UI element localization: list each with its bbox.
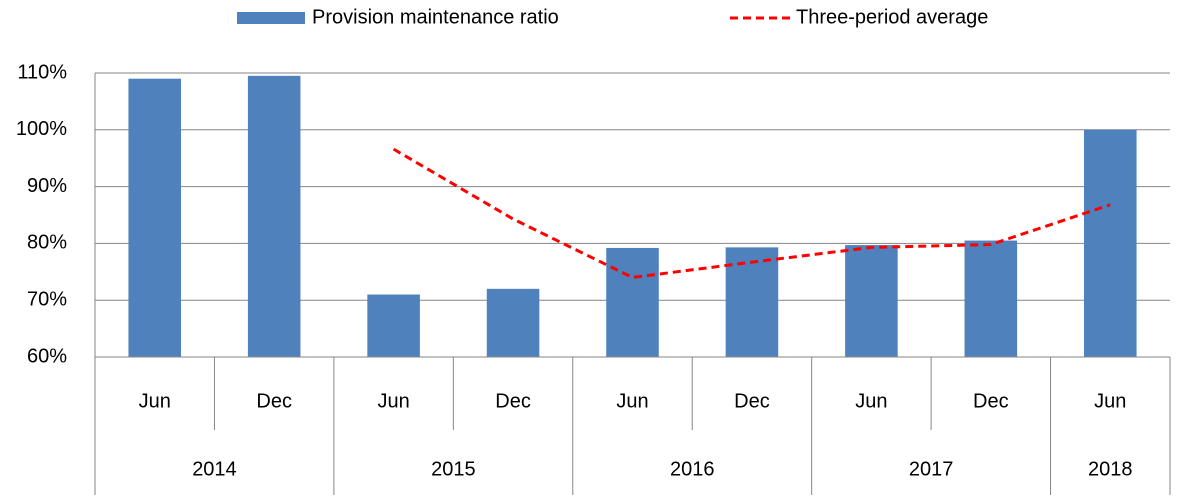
- x-tick-label: Dec: [973, 390, 1009, 412]
- group-label: 2015: [431, 458, 476, 480]
- bar: [725, 247, 779, 357]
- y-tick-label: 110%: [17, 61, 67, 83]
- group-label: 2016: [670, 458, 715, 480]
- bar: [845, 245, 898, 357]
- bar: [128, 78, 181, 358]
- y-tick-label: 90%: [27, 175, 67, 197]
- x-tick-label: Dec: [495, 390, 531, 412]
- x-tick-label: Jun: [377, 390, 409, 412]
- group-label: 2014: [192, 458, 237, 480]
- x-tick-label: Dec: [256, 390, 292, 412]
- y-tick-label: 70%: [27, 288, 67, 310]
- bar: [964, 240, 1018, 357]
- legend-swatch: [237, 12, 305, 24]
- bar: [247, 75, 301, 357]
- line: [392, 147, 1111, 280]
- x-tick-label: Jun: [855, 390, 887, 412]
- group-label: 2018: [1088, 458, 1133, 480]
- legend-label: Three-period average: [796, 6, 988, 28]
- bar: [606, 247, 659, 357]
- bar: [486, 288, 540, 357]
- y-tick-label: 100%: [16, 118, 67, 140]
- bar: [367, 294, 420, 357]
- x-tick-label: Jun: [616, 390, 648, 412]
- y-tick-label: 60%: [27, 345, 67, 367]
- x-tick-label: Jun: [1094, 390, 1126, 412]
- x-tick-label: Jun: [139, 390, 171, 412]
- legend-label: Provision maintenance ratio: [312, 6, 559, 28]
- y-tick-label: 80%: [27, 232, 67, 254]
- x-tick-label: Dec: [734, 390, 770, 412]
- group-label: 2017: [909, 458, 954, 480]
- bar: [1084, 129, 1137, 357]
